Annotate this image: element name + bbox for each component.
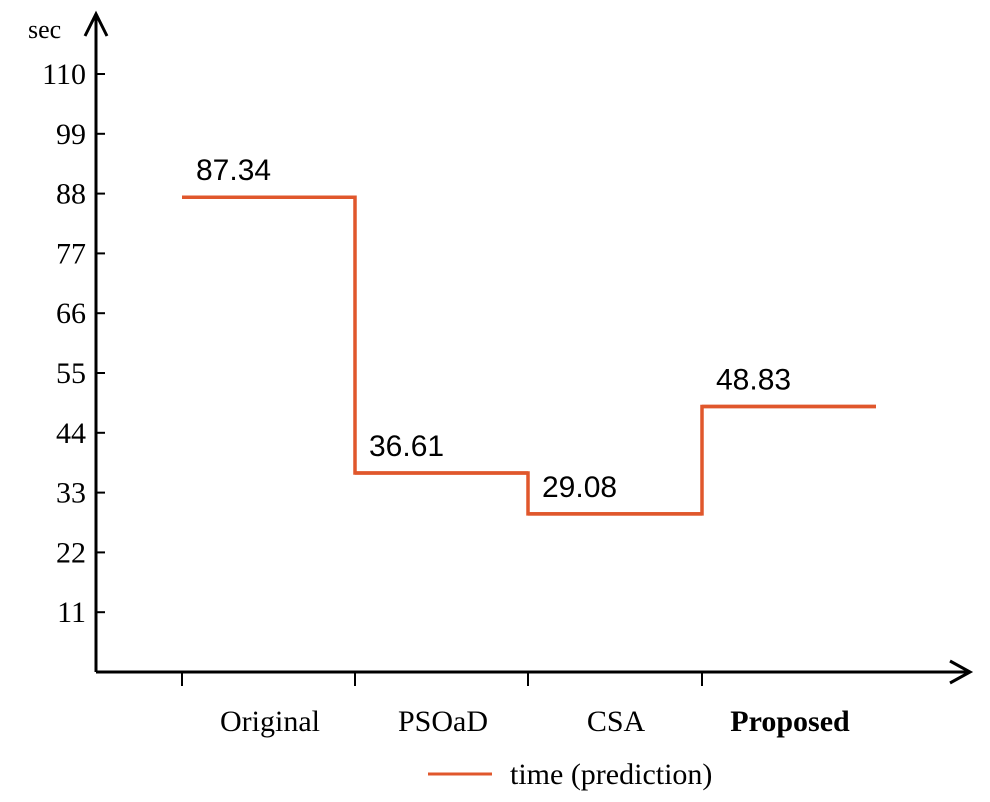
y-tick-label: 11 bbox=[57, 596, 86, 629]
axes bbox=[83, 10, 974, 685]
y-axis-unit-label: sec bbox=[28, 15, 61, 44]
x-category-label: Original bbox=[220, 705, 320, 738]
y-tick-label: 33 bbox=[56, 477, 86, 510]
x-category-label: PSOaD bbox=[398, 705, 488, 738]
y-axis-arrow bbox=[83, 10, 109, 37]
y-tick-label: 55 bbox=[56, 357, 86, 390]
legend: time (prediction) bbox=[428, 758, 712, 791]
y-tick-label: 110 bbox=[42, 58, 86, 91]
y-tick-label: 88 bbox=[56, 178, 86, 211]
data-label: 29.08 bbox=[542, 471, 617, 504]
x-ticks: Original PSOaD CSA Proposed bbox=[181, 672, 850, 738]
y-tick-label: 44 bbox=[56, 417, 86, 450]
y-ticks: 11 22 33 44 55 66 77 88 99 110 bbox=[42, 58, 105, 629]
x-axis-arrow bbox=[949, 659, 974, 685]
x-category-label: CSA bbox=[587, 705, 646, 738]
y-tick-label: 22 bbox=[56, 536, 86, 569]
y-tick-label: 66 bbox=[56, 297, 86, 330]
data-label: 48.83 bbox=[716, 364, 791, 397]
series bbox=[182, 195, 876, 516]
data-label: 36.61 bbox=[369, 430, 444, 463]
x-category-label: Proposed bbox=[730, 705, 850, 738]
legend-label: time (prediction) bbox=[510, 758, 712, 791]
series-step-line bbox=[182, 195, 876, 516]
data-label: 87.34 bbox=[196, 154, 271, 187]
data-labels: 87.34 36.61 29.08 48.83 bbox=[196, 154, 791, 504]
y-tick-label: 99 bbox=[56, 118, 86, 151]
y-tick-label: 77 bbox=[56, 237, 86, 270]
